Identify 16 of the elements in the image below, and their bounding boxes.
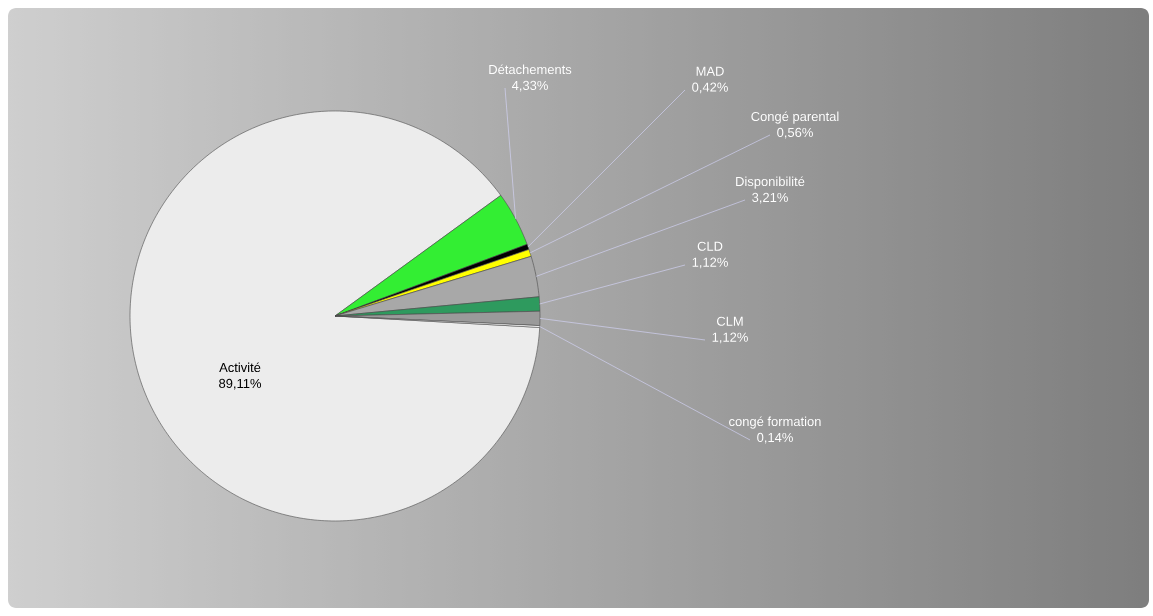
data-label: 4,33% — [511, 80, 548, 92]
slice-label: MAD — [696, 66, 724, 76]
slice-label: Activité — [219, 362, 261, 373]
slice-label: Détachements — [489, 64, 572, 75]
data-label: 1,12% — [692, 257, 728, 269]
slice-label: CLD — [697, 241, 723, 251]
slice-label: Disponibilité — [736, 176, 805, 189]
slice-label: congé formation — [729, 416, 821, 429]
data-label: 1,12% — [712, 332, 748, 344]
data-label: 0,42% — [692, 82, 728, 94]
slice-label: Congé parental — [751, 111, 839, 124]
slice-label: CLM — [716, 316, 743, 326]
data-label: 3,21% — [752, 192, 788, 204]
data-label: 89,11% — [219, 378, 262, 390]
data-label: 0,56% — [777, 127, 813, 139]
data-label: 0,14% — [757, 432, 793, 444]
